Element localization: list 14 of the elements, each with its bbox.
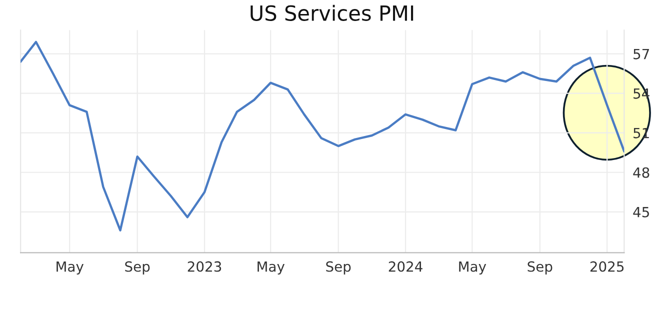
x-tick-label: 2024 [388, 261, 422, 272]
y-tick-label: 45 [633, 207, 649, 218]
x-tick-label: May [56, 261, 84, 274]
line-series [20, 40, 624, 232]
x-tick-label: 2025 [590, 261, 624, 272]
y-tick-label: 48 [633, 167, 650, 178]
x-tick-label: Sep [326, 261, 351, 274]
y-tick-label: 57 [634, 48, 649, 60]
x-tick-label: 2023 [188, 261, 222, 272]
chart-title: US Services PMI [250, 4, 414, 21]
x-tick-label: May [258, 261, 285, 274]
x-tick-label: May [459, 261, 486, 274]
x-tick-label: Sep [125, 261, 150, 274]
x-tick-label: Sep [528, 261, 552, 274]
